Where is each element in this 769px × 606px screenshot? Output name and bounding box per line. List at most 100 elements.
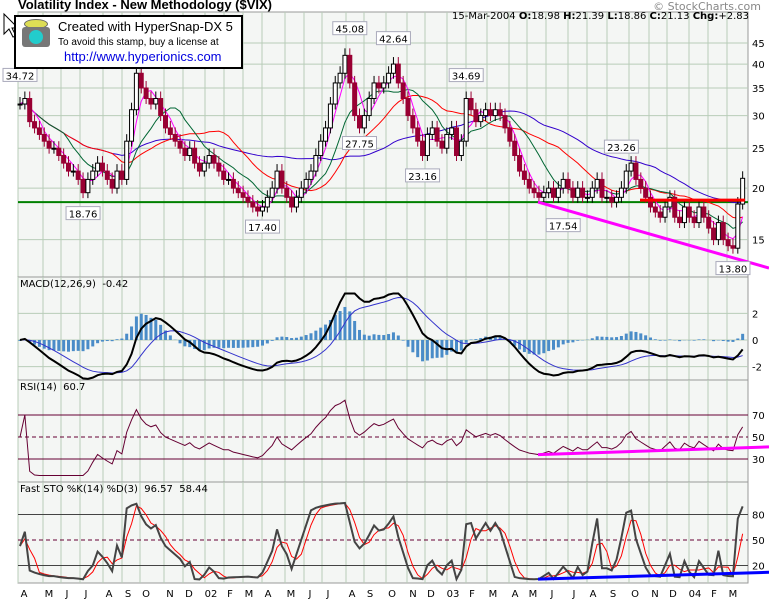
candle-body xyxy=(61,155,67,164)
candle-body xyxy=(51,147,57,150)
candle-body xyxy=(109,178,115,189)
macd-histogram-bar xyxy=(33,340,37,345)
candle-body xyxy=(337,72,343,84)
macd-signal-line xyxy=(19,297,743,374)
macd-histogram-bar xyxy=(556,340,560,348)
stamp-link[interactable]: http://www.hyperionics.com xyxy=(64,49,222,64)
macd-histogram-bar xyxy=(86,340,90,350)
x-tick-label: J xyxy=(308,589,312,600)
candle-body xyxy=(90,170,96,180)
candle-body xyxy=(211,155,217,164)
ma-long-line xyxy=(19,100,743,204)
annotation-box xyxy=(375,31,411,46)
candle-body xyxy=(492,109,498,117)
candle-body xyxy=(580,187,586,198)
x-tick-label: M xyxy=(245,589,254,600)
candle-body xyxy=(66,162,71,172)
candle-body xyxy=(298,187,304,198)
x-tick-label: D xyxy=(669,589,677,600)
annotation-box xyxy=(332,21,368,36)
macd-histogram-bar xyxy=(537,340,541,355)
annotation-box xyxy=(603,139,639,154)
y-tick-label: 20 xyxy=(752,184,765,195)
candle-body xyxy=(405,98,411,117)
candle-body xyxy=(696,206,702,224)
macd-histogram-bar xyxy=(96,340,100,344)
candle-body xyxy=(99,162,105,172)
candle-body xyxy=(32,121,38,129)
macd-histogram-bar xyxy=(367,335,371,340)
candle-body xyxy=(221,170,227,180)
macd-histogram-bar xyxy=(726,340,730,342)
annotation-label: 13.80 xyxy=(719,265,748,276)
candle-body xyxy=(512,140,518,157)
macd-histogram-bar xyxy=(246,340,250,348)
macd-histogram-bar xyxy=(576,340,580,341)
candle-body xyxy=(366,98,372,117)
macd-histogram-bar xyxy=(668,339,672,340)
sto-label: Fast STO %K(14) %D(3) 96.57 58.44 xyxy=(20,484,208,495)
candle-body xyxy=(458,140,464,157)
candle-body xyxy=(420,140,426,157)
y-tick-label: 30 xyxy=(752,455,765,466)
x-tick-label: D xyxy=(185,589,193,600)
close-label: C: xyxy=(649,11,661,22)
candle-body xyxy=(313,155,319,172)
candle-body xyxy=(628,162,634,172)
macd-histogram-bar xyxy=(411,340,415,353)
macd-histogram-bar xyxy=(615,337,619,340)
candle-body xyxy=(85,178,91,194)
candle-body xyxy=(284,187,290,198)
macd-histogram-bar xyxy=(624,333,628,340)
y-tick-label: 25 xyxy=(752,144,765,155)
close-value: 21.13 xyxy=(660,11,690,22)
candle-body xyxy=(454,127,459,157)
macd-histogram-bar xyxy=(658,340,662,341)
annotation-box xyxy=(342,136,377,151)
macd-histogram-bar xyxy=(115,339,119,340)
macd-histogram-bar xyxy=(358,329,361,340)
rsi-value: 60.7 xyxy=(63,382,86,393)
candle-body xyxy=(138,72,144,89)
macd-histogram-bar xyxy=(178,340,182,344)
candle-body xyxy=(424,133,430,157)
macd-histogram-bar xyxy=(333,314,337,340)
candle-body xyxy=(22,98,28,105)
candle-body xyxy=(730,245,736,249)
macd-histogram-bar xyxy=(547,340,551,352)
candle-body xyxy=(575,187,581,198)
annotation-box xyxy=(545,218,581,233)
candle-body xyxy=(652,206,658,213)
candle-body xyxy=(27,98,33,123)
chart-title: Volatility Index - New Methodology ($VIX… xyxy=(18,0,273,12)
chg-value: +2.83 xyxy=(718,11,749,22)
y-tick-label: 35 xyxy=(752,84,765,95)
x-tick-label: S xyxy=(367,589,373,600)
macd-histogram-bar xyxy=(57,340,61,351)
quote-date: 15-Mar-2004 xyxy=(452,11,516,22)
annotation-label: 34.72 xyxy=(6,71,35,82)
candle-body xyxy=(715,222,721,241)
macd-histogram-bar xyxy=(168,335,172,340)
macd-histogram-bar xyxy=(629,331,633,340)
candle-body xyxy=(17,103,23,106)
annotation-box xyxy=(715,261,751,276)
macd-histogram-bar xyxy=(42,340,46,349)
x-tick-label: F xyxy=(469,589,475,600)
candle-body xyxy=(323,127,329,142)
macd-histogram-bar xyxy=(450,340,454,352)
candle-body xyxy=(371,82,377,100)
candle-body xyxy=(187,147,193,157)
candle-body xyxy=(589,187,595,198)
macd-histogram-bar xyxy=(270,340,274,341)
candle-body xyxy=(468,98,474,111)
candle-body xyxy=(725,239,731,247)
candle-body xyxy=(376,82,382,89)
macd-histogram-bar xyxy=(67,340,70,352)
annotation-label: 45.08 xyxy=(335,25,364,36)
candle-body xyxy=(129,109,135,142)
x-tick-label: A xyxy=(512,589,519,600)
macd-histogram-bar xyxy=(552,340,555,350)
candle-body xyxy=(80,178,86,194)
candle-body xyxy=(691,216,697,224)
